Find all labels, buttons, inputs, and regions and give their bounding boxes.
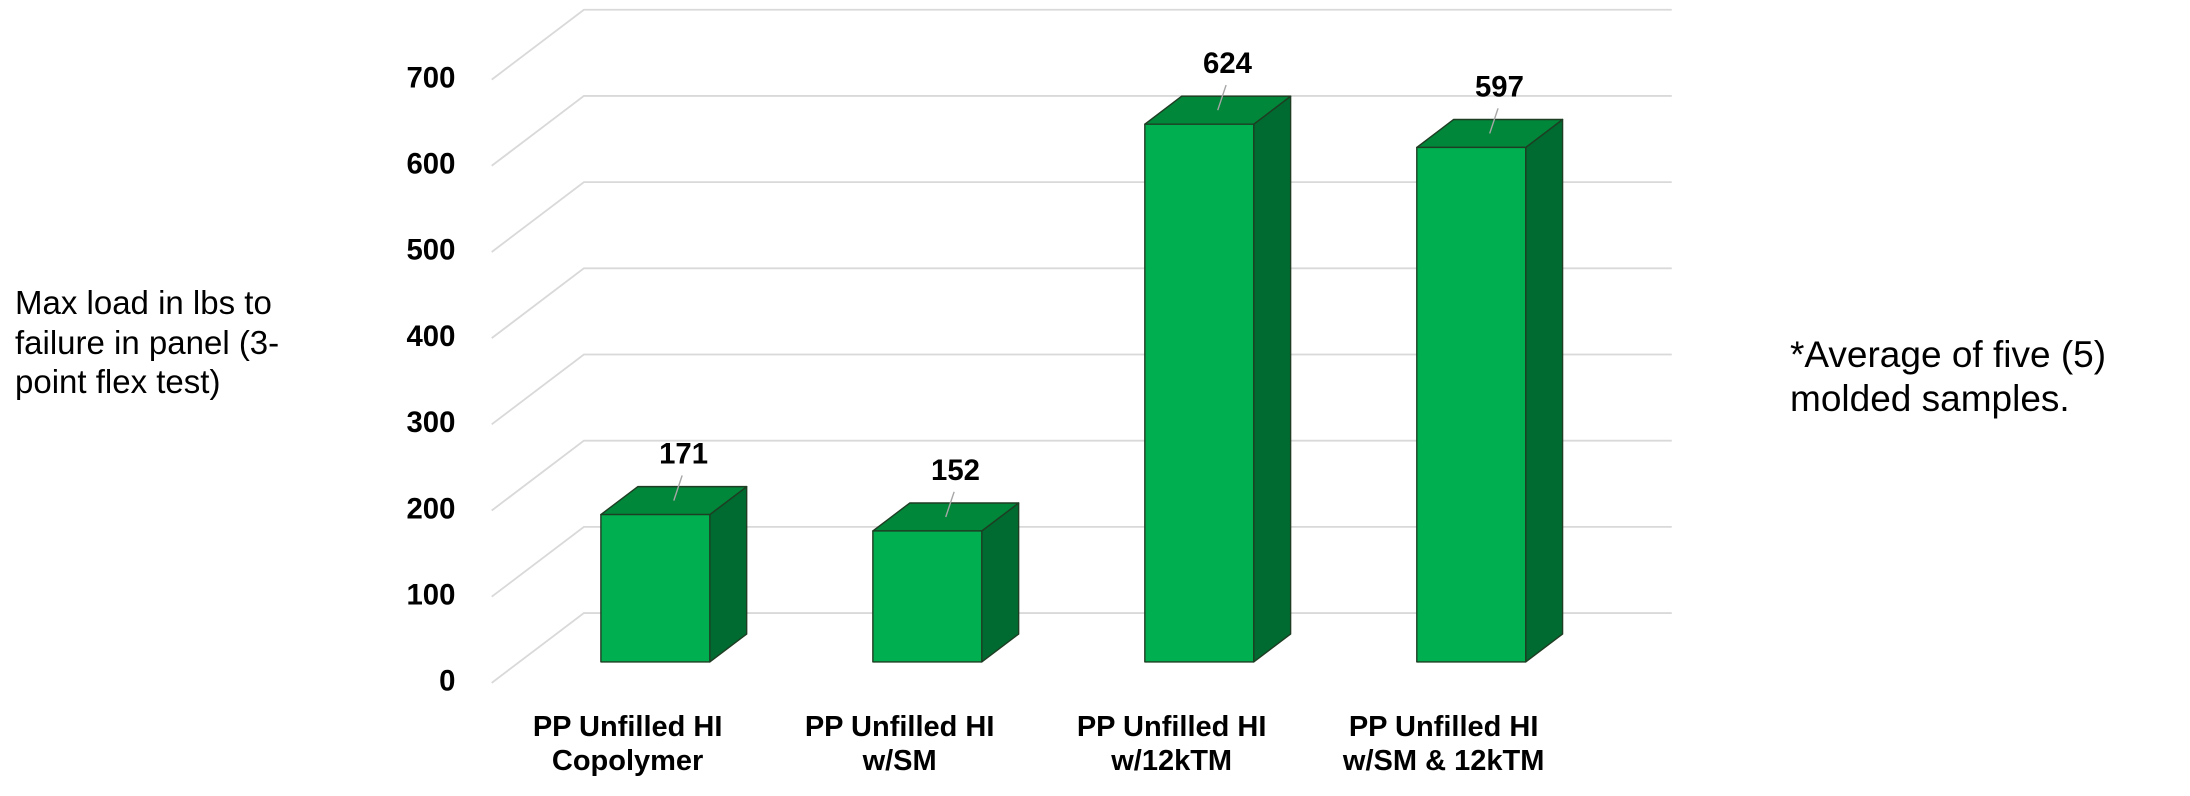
leader-line — [1217, 84, 1227, 111]
bar — [1416, 146, 1527, 663]
y-tick-label: 100 — [406, 578, 455, 611]
leader-line — [945, 491, 955, 518]
y-tick-label: 700 — [406, 61, 455, 94]
grid-line — [491, 95, 1672, 167]
y-tick-label: 300 — [406, 406, 455, 439]
bar — [1144, 123, 1255, 663]
x-tick-label: PP Unfilled HI w/SM — [804, 710, 995, 778]
annotation: *Average of five (5) molded samples. — [1790, 334, 2107, 420]
value-label: 597 — [1475, 71, 1524, 104]
grid-line — [491, 181, 1672, 253]
bar-side — [709, 485, 748, 663]
y-tick-label: 0 — [439, 665, 455, 698]
value-label: 624 — [1203, 47, 1253, 80]
y-tick-label: 600 — [406, 148, 455, 181]
bar — [600, 513, 711, 663]
y-tick-label: 500 — [406, 234, 455, 267]
bar — [872, 530, 983, 663]
bar-side — [1253, 95, 1292, 663]
grid-line — [491, 525, 1672, 598]
value-label: 171 — [659, 438, 708, 471]
value-label: 152 — [931, 454, 980, 487]
grid-line — [491, 612, 1672, 684]
x-tick-label: PP Unfilled HI Copolymer — [532, 710, 723, 778]
grid-line — [491, 267, 1672, 339]
leader-line — [1489, 108, 1499, 134]
y-axis-title: Max load in lbs to failure in panel (3-p… — [15, 284, 280, 401]
grid-line — [491, 8, 1672, 81]
x-tick-label: PP Unfilled HI w/SM & 12kTM — [1342, 710, 1545, 778]
grid-line — [491, 439, 1672, 512]
y-tick-label: 400 — [406, 320, 455, 353]
bar-side — [1525, 118, 1564, 663]
grid-line — [491, 353, 1672, 426]
leader-line — [673, 475, 683, 501]
x-tick-label: PP Unfilled HI w/12kTM — [1076, 710, 1267, 778]
y-tick-label: 200 — [406, 492, 455, 525]
